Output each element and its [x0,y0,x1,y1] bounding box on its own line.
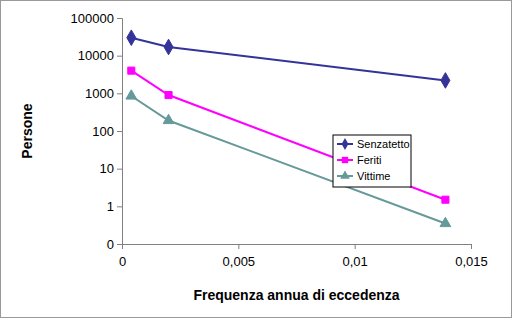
x-tick-label: 0,01 [343,254,368,269]
series [127,30,450,88]
series [128,67,449,203]
legend-label: Vittime [357,170,390,182]
y-tick: 0 [107,237,122,252]
x-axis-line [123,245,472,250]
x-tick-mark [238,244,239,249]
legend-label: Feriti [357,154,381,166]
legend-item: Senzatetto [337,138,410,150]
y-tick-label: 0 [107,237,114,252]
x-tick-label: 0,015 [455,254,488,269]
x-tick-mark [355,244,356,249]
series-line [131,38,445,81]
x-axis-title: Frequenza annua di eccedenza [193,287,399,303]
x-tick-label: 0,005 [223,254,256,269]
x-tick: 0,005 [223,244,256,269]
plot-area [126,30,451,227]
y-tick: 1000 [85,86,122,101]
y-tick: 10 [100,161,122,176]
y-tick-mark [117,56,122,57]
x-tick: 0 [119,244,126,269]
y-tick: 100000 [71,11,122,26]
data-point [163,114,174,123]
data-point [127,30,136,46]
y-tick-label: 100000 [71,11,114,26]
x-tick: 0,015 [455,244,488,269]
data-point [165,92,172,99]
y-axis-title: Persone [19,103,35,158]
y-tick-mark [117,169,122,170]
data-point [440,217,451,226]
y-tick-label: 10 [100,161,114,176]
legend-item: Vittime [337,170,390,182]
y-tick: 1 [107,199,122,214]
series-line [131,71,445,200]
legend-marker [342,138,349,150]
series [126,90,451,227]
data-point [164,39,173,55]
y-tick-label: 100 [92,124,114,139]
legend-marker [342,157,348,163]
x-tick-mark [471,244,472,249]
y-tick-mark [117,18,122,19]
data-point [441,73,450,89]
x-tick-label: 0 [119,254,126,269]
data-point [126,90,137,99]
y-tick-label: 10000 [78,48,114,63]
y-axis-line [117,19,123,245]
y-tick-mark [117,131,122,132]
x-tick: 0,01 [343,244,368,269]
chart-border [1,1,512,318]
legend-item: Feriti [337,154,381,166]
chart: 0 0,005 0,01 0,015 0 1 10 100 1000 10000 100000 Fre… [0,0,512,318]
series-line [131,96,445,224]
data-point [442,196,449,203]
legend: Senzatetto Feriti Vittime [333,135,411,187]
y-tick-mark [117,244,122,245]
y-tick: 10000 [78,48,122,63]
y-tick: 100 [92,124,122,139]
y-tick-mark [117,206,122,207]
legend-box [333,135,411,187]
legend-marker [340,170,350,178]
legend-label: Senzatetto [357,138,410,150]
y-tick-label: 1 [107,199,114,214]
y-tick-mark [117,93,122,94]
data-point [128,67,135,74]
y-tick-label: 1000 [85,86,114,101]
y-axis: 0 1 10 100 1000 10000 100000 [71,11,123,252]
x-axis: 0 0,005 0,01 0,015 [119,244,488,269]
